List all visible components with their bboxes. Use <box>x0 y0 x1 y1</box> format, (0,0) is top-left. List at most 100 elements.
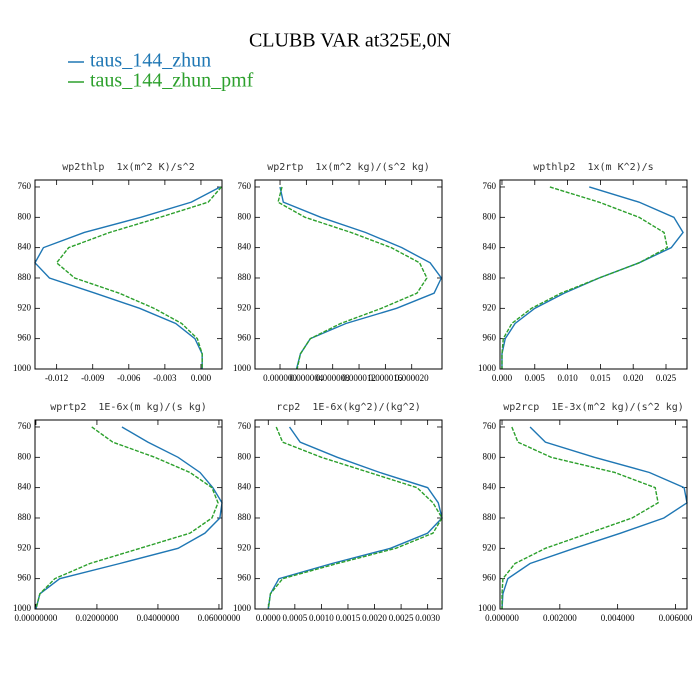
x-tick-label: 0.000 <box>492 373 513 383</box>
y-tick-label: 1000 <box>233 603 252 613</box>
profile-line <box>267 426 443 610</box>
profile-line <box>35 426 219 610</box>
y-tick-label: 760 <box>18 181 32 191</box>
panel-title: wp2thlp 1x(m^2 K)/s^2 <box>62 162 194 173</box>
plot-frame <box>499 419 688 610</box>
y-tick-label: 880 <box>238 512 252 522</box>
y-tick-label: 880 <box>483 272 497 282</box>
panel-title: wp2rcp 1E-3x(m^2 kg)/(s^2 kg) <box>503 402 684 413</box>
y-tick-label: 960 <box>483 573 497 583</box>
y-tick-label: 760 <box>238 421 252 431</box>
profile-line <box>34 186 221 369</box>
x-tick-label: 0.002000 <box>543 613 577 623</box>
profile-line <box>279 186 443 370</box>
y-tick-label: 800 <box>483 211 497 221</box>
x-tick-label: 0.0020 <box>362 613 387 623</box>
y-tick-label: 840 <box>18 482 32 492</box>
profile-line <box>501 186 684 369</box>
x-tick-label: -0.009 <box>81 373 105 383</box>
y-tick-label: 960 <box>483 333 497 343</box>
x-tick-label: 0.02000000 <box>76 613 119 623</box>
profile-line <box>267 426 443 610</box>
profile-line <box>501 426 688 610</box>
plot-frame <box>34 179 223 370</box>
y-tick-label: 760 <box>238 181 252 191</box>
x-tick-label: 0.0000 <box>256 613 281 623</box>
y-tick-label: 920 <box>238 542 252 552</box>
plot-frame <box>254 179 443 370</box>
profile-line <box>501 426 659 609</box>
x-tick-label: 0.000 <box>191 373 212 383</box>
x-tick-label: 0.06000000 <box>198 613 241 623</box>
y-tick-label: 920 <box>238 302 252 312</box>
y-tick-label: 800 <box>238 211 252 221</box>
y-tick-label: 840 <box>238 242 252 252</box>
y-tick-label: 880 <box>238 272 252 282</box>
x-tick-label: 0.025 <box>656 373 677 383</box>
x-tick-label: -0.012 <box>45 373 68 383</box>
profile-line <box>35 426 223 610</box>
y-tick-label: 920 <box>18 302 32 312</box>
x-tick-label: 0.0005 <box>282 613 307 623</box>
profile-line <box>277 186 428 370</box>
x-tick-label: -0.003 <box>153 373 177 383</box>
y-tick-label: 1000 <box>13 363 32 373</box>
panel-title: wpthlp2 1x(m K^2)/s <box>533 162 653 173</box>
x-tick-label: 0.010 <box>557 373 578 383</box>
y-tick-label: 840 <box>483 482 497 492</box>
y-tick-label: 960 <box>18 333 32 343</box>
x-tick-label: 0.0030 <box>415 613 440 623</box>
y-tick-label: 1000 <box>478 363 497 373</box>
y-tick-label: 760 <box>483 421 497 431</box>
y-tick-label: 960 <box>238 333 252 343</box>
y-tick-label: 800 <box>18 211 32 221</box>
x-tick-label: 0.04000000 <box>137 613 180 623</box>
y-tick-label: 880 <box>18 272 32 282</box>
x-tick-label: 0.000000 <box>485 613 519 623</box>
y-tick-label: 920 <box>483 542 497 552</box>
panel-title: wprtp2 1E-6x(m kg)/(s kg) <box>50 402 207 413</box>
x-tick-label: 0.000012 <box>342 373 376 383</box>
y-tick-label: 880 <box>18 512 32 522</box>
y-tick-label: 960 <box>18 573 32 583</box>
y-tick-label: 880 <box>483 512 497 522</box>
y-tick-label: 840 <box>238 482 252 492</box>
plot-frame <box>499 179 688 370</box>
x-tick-label: 0.000016 <box>368 373 402 383</box>
profile-line <box>501 186 669 369</box>
legend-label: taus_144_zhun_pmf <box>90 70 254 92</box>
x-tick-label: 0.004000 <box>601 613 635 623</box>
x-tick-label: 0.005 <box>525 373 546 383</box>
y-tick-label: 800 <box>483 451 497 461</box>
x-tick-label: 0.000004 <box>289 373 323 383</box>
y-tick-label: 840 <box>483 242 497 252</box>
x-tick-label: 0.015 <box>590 373 611 383</box>
x-tick-label: 0.0025 <box>389 613 414 623</box>
x-tick-label: -0.006 <box>117 373 141 383</box>
x-tick-label: 0.0015 <box>336 613 361 623</box>
plot-frame <box>254 419 443 610</box>
y-tick-label: 1000 <box>13 603 32 613</box>
y-tick-label: 920 <box>483 302 497 312</box>
y-tick-label: 1000 <box>478 603 497 613</box>
panel-title: wp2rtp 1x(m^2 kg)/(s^2 kg) <box>267 162 430 173</box>
x-tick-label: 0.020 <box>623 373 644 383</box>
x-tick-label: 0.006000 <box>659 613 693 623</box>
profile-line <box>55 186 222 369</box>
legend-label: taus_144_zhun <box>90 50 211 72</box>
plot-frame <box>34 419 223 610</box>
x-tick-label: 0.000000 <box>263 373 297 383</box>
x-tick-label: 0.00000000 <box>15 613 58 623</box>
x-tick-label: 0.0010 <box>309 613 334 623</box>
y-tick-label: 800 <box>238 451 252 461</box>
x-tick-label: 0.000008 <box>316 373 350 383</box>
y-tick-label: 1000 <box>233 363 252 373</box>
x-tick-label: 0.000020 <box>395 373 429 383</box>
y-tick-label: 960 <box>238 573 252 583</box>
y-tick-label: 760 <box>483 181 497 191</box>
y-tick-label: 920 <box>18 542 32 552</box>
y-tick-label: 760 <box>18 421 32 431</box>
figure-title: CLUBB VAR at325E,0N <box>249 30 451 52</box>
y-tick-label: 840 <box>18 242 32 252</box>
